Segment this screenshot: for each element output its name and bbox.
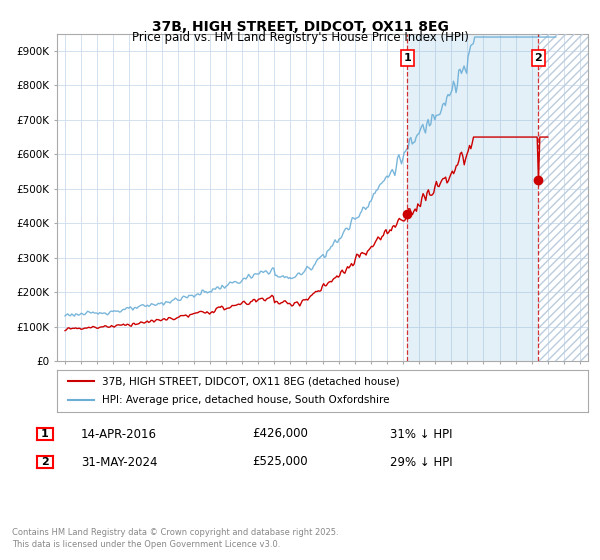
Text: £426,000: £426,000 xyxy=(252,427,308,441)
Text: HPI: Average price, detached house, South Oxfordshire: HPI: Average price, detached house, Sout… xyxy=(102,395,389,405)
Text: £525,000: £525,000 xyxy=(252,455,308,469)
Text: 14-APR-2016: 14-APR-2016 xyxy=(81,427,157,441)
Text: Contains HM Land Registry data © Crown copyright and database right 2025.
This d: Contains HM Land Registry data © Crown c… xyxy=(12,528,338,549)
Text: 31-MAY-2024: 31-MAY-2024 xyxy=(81,455,157,469)
Text: 1: 1 xyxy=(41,429,49,439)
Text: 2: 2 xyxy=(535,53,542,63)
Text: 37B, HIGH STREET, DIDCOT, OX11 8EG: 37B, HIGH STREET, DIDCOT, OX11 8EG xyxy=(152,20,448,34)
Text: 2: 2 xyxy=(41,457,49,467)
Text: 37B, HIGH STREET, DIDCOT, OX11 8EG (detached house): 37B, HIGH STREET, DIDCOT, OX11 8EG (deta… xyxy=(102,376,400,386)
Text: Price paid vs. HM Land Registry's House Price Index (HPI): Price paid vs. HM Land Registry's House … xyxy=(131,31,469,44)
Text: 1: 1 xyxy=(404,53,412,63)
Text: 29% ↓ HPI: 29% ↓ HPI xyxy=(390,455,452,469)
Bar xyxy=(407,34,538,361)
Bar xyxy=(538,34,588,361)
Text: 31% ↓ HPI: 31% ↓ HPI xyxy=(390,427,452,441)
Bar xyxy=(538,34,588,361)
